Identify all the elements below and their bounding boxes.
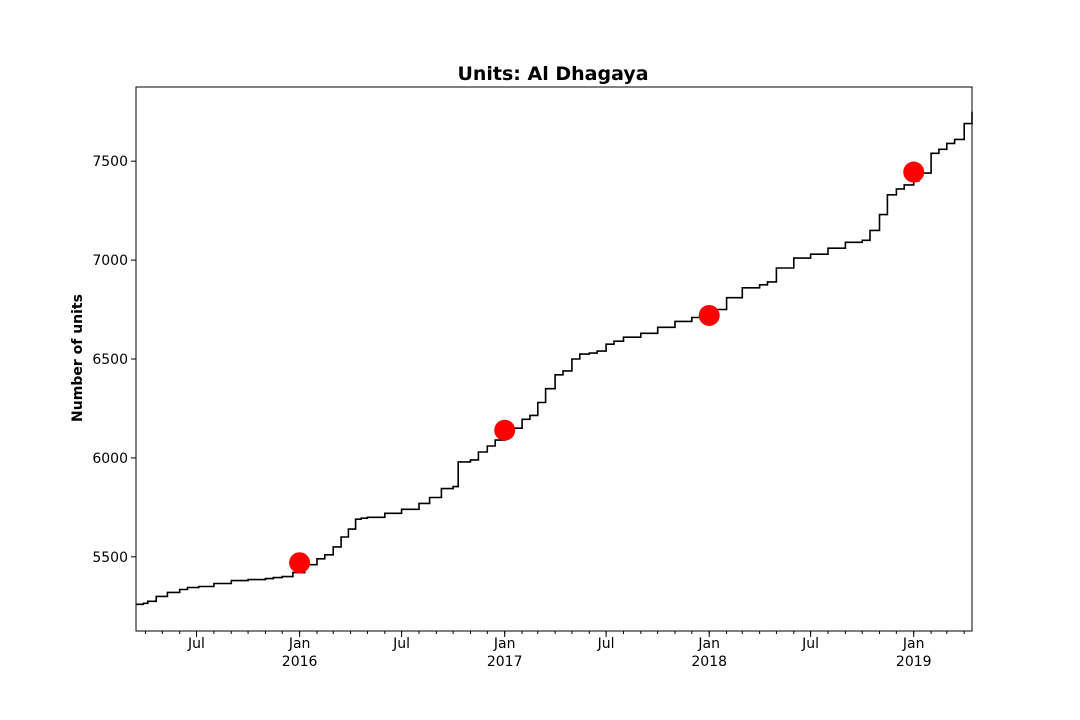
y-tick-label: 5500 [92,550,128,566]
x-axis: Jul Jan 2016 Jul Jan 2017 Jul Jan 2018 Jul Jan 2019 [145,631,965,670]
chart-title: Units: Al Dhagaya [457,63,648,85]
y-tick-label: 6500 [92,352,128,368]
plot-area-frame [135,86,973,632]
x-tick-year-label: 2017 [487,654,523,670]
x-tick-label: Jan [288,636,311,652]
x-tick-label: Jul [801,636,819,652]
x-tick-label: Jul [187,636,205,652]
highlight-marker [494,419,516,441]
x-tick-label: Jul [392,636,410,652]
x-tick-label: Jan [493,636,516,652]
x-tick-year-label: 2018 [691,654,727,670]
y-tick-label: 7500 [92,154,128,170]
x-tick-year-label: 2019 [896,654,932,670]
highlight-marker [289,552,311,574]
x-tick-label: Jan [902,636,925,652]
highlight-marker [903,161,925,183]
highlight-marker [698,304,720,326]
y-tick-label: 7000 [92,253,128,269]
x-tick-label: Jul [597,636,615,652]
y-axis: 5500 6000 6500 7000 7500 [92,154,136,566]
series-line-units [136,111,973,606]
highlight-markers [289,161,925,574]
x-tick-label: Jan [697,636,720,652]
y-tick-label: 6000 [92,451,128,467]
y-axis-label: Number of units [70,294,86,422]
x-tick-year-label: 2016 [282,654,318,670]
